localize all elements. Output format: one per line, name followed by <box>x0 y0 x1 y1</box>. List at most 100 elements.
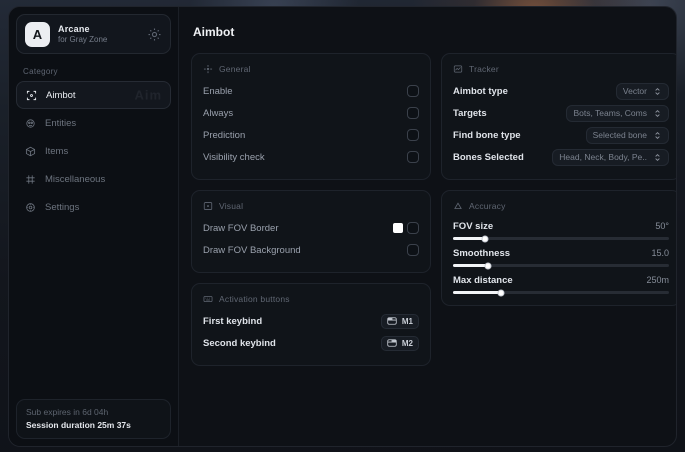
sidebar-item-entities[interactable]: Entities <box>16 109 171 137</box>
checkbox-visibility-check[interactable] <box>407 151 419 163</box>
slider-label: FOV size <box>453 221 494 232</box>
panel-tracker-header: Tracker <box>453 64 669 74</box>
sidebar: A Arcane for Gray Zone Category <box>9 7 179 446</box>
panel-tracker-title: Tracker <box>469 64 499 74</box>
slider-header: Max distance 250m <box>453 275 669 286</box>
slider-knob[interactable] <box>484 262 492 269</box>
checkbox-draw-fov-background[interactable] <box>407 244 419 256</box>
panel-general-header: General <box>203 64 419 74</box>
panel-activation-header: Activation buttons <box>203 294 419 304</box>
select-text: Selected bone <box>592 130 647 140</box>
chevron-updown-icon <box>653 109 662 118</box>
keybind-row-second[interactable]: Second keybind M2 <box>203 332 419 354</box>
users-icon <box>25 118 36 129</box>
select-value-aimbot-type[interactable]: Vector <box>615 82 669 100</box>
gear-icon <box>25 202 36 213</box>
activity-icon <box>453 64 463 74</box>
sidebar-item-items[interactable]: Items <box>16 137 171 165</box>
checkbox-always[interactable] <box>407 107 419 119</box>
select-row-aimbot-type[interactable]: Aimbot type Vector <box>453 80 669 102</box>
mouse-left-icon <box>387 317 397 325</box>
panel-general: General Enable Always Prediction <box>191 53 431 180</box>
slider-knob[interactable] <box>497 289 505 296</box>
color-swatch-fov-border[interactable] <box>393 223 403 233</box>
avatar: A <box>25 21 50 47</box>
select-text: Vector <box>622 86 647 96</box>
toggle-label: Draw FOV Border <box>203 222 279 234</box>
slider-header: Smoothness 15.0 <box>453 248 669 259</box>
select-row-targets[interactable]: Targets Bots, Teams, Coms <box>453 102 669 124</box>
select-label: Find bone type <box>453 129 521 141</box>
panel-visual-header: Visual <box>203 201 419 211</box>
toggle-row-enable[interactable]: Enable <box>203 80 419 102</box>
crosshair-icon <box>203 64 213 74</box>
profile-card[interactable]: A Arcane for Gray Zone <box>16 14 171 54</box>
slider-knob[interactable] <box>481 235 489 242</box>
profile-name: Arcane <box>58 23 90 34</box>
keybind-row-first[interactable]: First keybind M1 <box>203 310 419 332</box>
profile-subtitle: for Gray Zone <box>58 35 108 45</box>
keybind-key: M2 <box>401 338 413 348</box>
sidebar-item-aimbot[interactable]: Aimbot Aim <box>16 81 171 109</box>
category-label: Category <box>23 67 58 76</box>
select-text: Bots, Teams, Coms <box>573 108 647 118</box>
panel-activation-buttons: Activation buttons First keybind <box>191 283 431 366</box>
profile-text: Arcane for Gray Zone <box>58 24 139 45</box>
sidebar-ghost-watermark: Aim <box>134 87 162 103</box>
slider-smoothness[interactable]: Smoothness 15.0 <box>453 244 669 269</box>
select-label: Bones Selected <box>453 151 524 163</box>
slider-header: FOV size 50° <box>453 221 669 232</box>
keybind-value-second[interactable]: M2 <box>380 335 419 351</box>
toggle-row-always[interactable]: Always <box>203 102 419 124</box>
select-value-bones-selected[interactable]: Head, Neck, Body, Pe.. <box>552 148 669 166</box>
slider-track[interactable] <box>453 289 669 296</box>
keybind-label: Second keybind <box>203 337 276 349</box>
checkbox-draw-fov-border[interactable] <box>407 222 419 234</box>
keybind-key: M1 <box>401 316 413 326</box>
gear-icon[interactable] <box>147 27 162 42</box>
sidebar-item-label: Settings <box>45 201 80 213</box>
app-window: A Arcane for Gray Zone Category <box>8 6 677 447</box>
panel-tracker: Tracker Aimbot type Vector <box>441 53 676 180</box>
toggle-label: Prediction <box>203 129 246 141</box>
checkbox-enable[interactable] <box>407 85 419 97</box>
toggle-label: Enable <box>203 85 233 97</box>
slider-fov-size[interactable]: FOV size 50° <box>453 217 669 242</box>
mouse-right-icon <box>387 339 397 347</box>
slider-track[interactable] <box>453 262 669 269</box>
chevron-updown-icon <box>653 131 662 140</box>
sidebar-item-label: Miscellaneous <box>45 173 106 185</box>
triangle-icon <box>453 201 463 211</box>
panel-general-title: General <box>219 64 251 74</box>
keyboard-icon <box>203 294 213 304</box>
keybind-label: First keybind <box>203 315 263 327</box>
sidebar-item-label: Aimbot <box>46 89 76 101</box>
keybind-value-first[interactable]: M1 <box>380 313 419 329</box>
slider-fill <box>453 237 486 240</box>
panel-accuracy-title: Accuracy <box>469 201 506 211</box>
sidebar-item-label: Items <box>45 145 69 157</box>
slider-track[interactable] <box>453 235 669 242</box>
panel-visual: Visual Draw FOV Border Draw FOV Backgrou… <box>191 190 431 273</box>
crosshair-icon <box>26 90 37 101</box>
select-value-find-bone-type[interactable]: Selected bone <box>585 126 669 144</box>
checkbox-prediction[interactable] <box>407 129 419 141</box>
select-row-bones-selected[interactable]: Bones Selected Head, Neck, Body, Pe.. <box>453 146 669 168</box>
panel-activation-title: Activation buttons <box>219 294 290 304</box>
toggle-row-prediction[interactable]: Prediction <box>203 124 419 146</box>
slider-max-distance[interactable]: Max distance 250m <box>453 271 669 296</box>
right-column: Tracker Aimbot type Vector <box>441 53 676 306</box>
toggle-row-visibility-check[interactable]: Visibility check <box>203 146 419 168</box>
select-value-targets[interactable]: Bots, Teams, Coms <box>566 104 669 122</box>
sidebar-item-settings[interactable]: Settings <box>16 193 171 221</box>
toggle-label: Always <box>203 107 234 119</box>
sidebar-item-miscellaneous[interactable]: Miscellaneous <box>16 165 171 193</box>
subscription-card: Sub expires in 6d 04h Session duration 2… <box>16 399 171 439</box>
slider-value: 50° <box>655 221 669 231</box>
toggle-row-draw-fov-background[interactable]: Draw FOV Background <box>203 239 419 261</box>
toggle-row-draw-fov-border[interactable]: Draw FOV Border <box>203 217 419 239</box>
left-column: General Enable Always Prediction <box>191 53 431 366</box>
slider-value: 250m <box>646 275 669 285</box>
select-row-find-bone-type[interactable]: Find bone type Selected bone <box>453 124 669 146</box>
sliders-icon <box>25 174 36 185</box>
